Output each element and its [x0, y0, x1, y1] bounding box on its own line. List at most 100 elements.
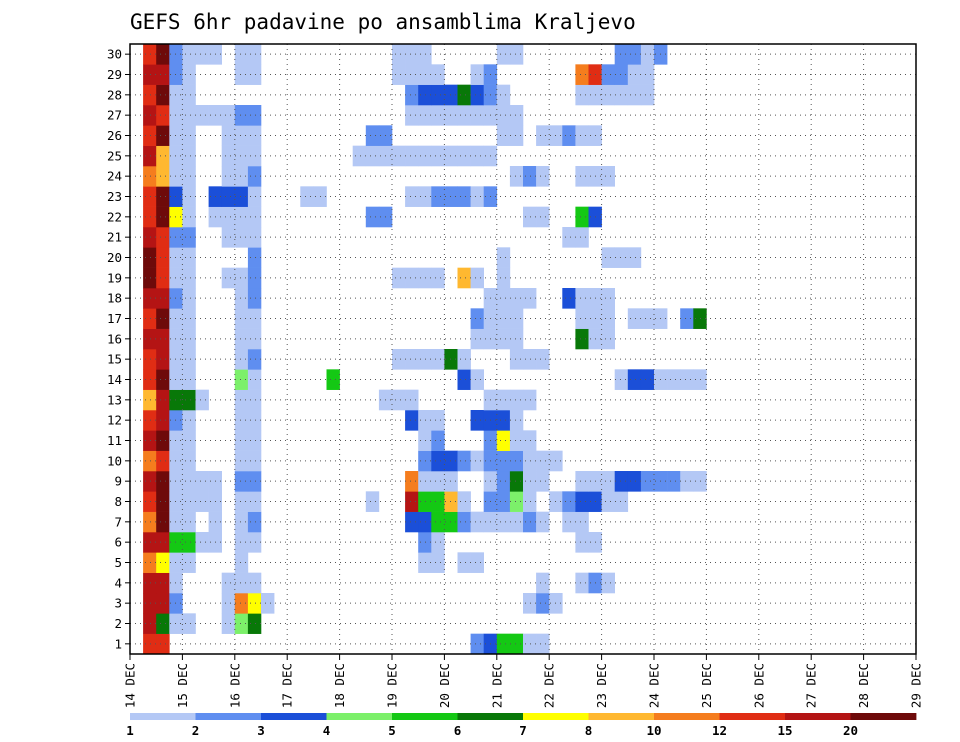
heatmap-cell — [680, 471, 694, 492]
heatmap-cell — [221, 186, 236, 207]
heatmap-cell — [509, 288, 524, 309]
heatmap-cell — [247, 247, 262, 268]
x-tick-label: 14 DEC — [123, 663, 138, 708]
y-tick-label: 15 — [107, 352, 122, 367]
heatmap-cell — [431, 491, 445, 512]
heatmap-cell — [405, 267, 419, 289]
heatmap-cell — [143, 44, 157, 65]
heatmap-cell — [601, 328, 615, 350]
heatmap-cell — [182, 84, 196, 106]
heatmap-cell — [143, 227, 157, 248]
y-tick-label: 6 — [114, 535, 122, 550]
x-tick-label: 17 DEC — [280, 663, 295, 708]
heatmap-cell — [234, 613, 249, 634]
heatmap-cell — [523, 491, 537, 512]
heatmap-cell — [247, 532, 262, 553]
y-tick-label: 28 — [107, 87, 122, 102]
heatmap-cell — [627, 84, 642, 106]
heatmap-cell — [614, 64, 629, 85]
heatmap-cell — [143, 532, 157, 553]
heatmap-cell — [221, 145, 236, 167]
heatmap-cell — [496, 430, 511, 451]
y-tick-label: 18 — [107, 291, 122, 306]
heatmap-cell — [156, 288, 170, 309]
heatmap-cell — [614, 471, 629, 492]
heatmap-cell — [247, 267, 262, 289]
heatmap-cell — [182, 532, 196, 553]
colorbar-swatch — [195, 713, 262, 720]
heatmap-cell — [365, 145, 380, 167]
heatmap-cell — [221, 227, 236, 248]
heatmap-cell — [182, 389, 196, 411]
heatmap-cell — [143, 308, 157, 329]
heatmap-cell — [143, 105, 157, 126]
heatmap-cell — [523, 288, 537, 309]
heatmap-cell — [182, 328, 196, 350]
heatmap-cell — [431, 105, 445, 126]
heatmap-cell — [247, 369, 262, 390]
y-tick-label: 13 — [107, 392, 122, 407]
heatmap-cell — [444, 84, 458, 106]
heatmap-cell — [431, 532, 445, 553]
heatmap-cell — [405, 84, 419, 106]
heatmap-cell — [575, 491, 589, 512]
heatmap-cell — [418, 430, 432, 451]
heatmap-cell — [523, 450, 537, 472]
heatmap-cell — [640, 471, 655, 492]
heatmap-cell — [156, 369, 170, 390]
colorbar-label: 12 — [712, 723, 727, 738]
heatmap-cell — [536, 511, 550, 533]
heatmap-cell — [182, 64, 196, 85]
heatmap-cell — [300, 186, 314, 207]
heatmap-cell — [234, 593, 249, 614]
heatmap-cell — [234, 511, 249, 533]
y-tick-label: 26 — [107, 128, 122, 143]
heatmap-cell — [156, 166, 170, 187]
heatmap-cell — [601, 471, 615, 492]
y-tick-label: 3 — [114, 596, 122, 611]
heatmap-cell — [431, 145, 445, 167]
heatmap-cell — [431, 349, 445, 370]
heatmap-cell — [601, 166, 615, 187]
heatmap-cell — [234, 450, 249, 472]
heatmap-cell — [418, 471, 432, 492]
heatmap-cell — [509, 410, 524, 431]
heatmap-cell — [156, 552, 170, 573]
colorbar-label: 15 — [777, 723, 792, 738]
heatmap-cell — [247, 64, 262, 85]
heatmap-cell — [405, 186, 419, 207]
heatmap-cell — [156, 145, 170, 167]
heatmap-cell — [627, 308, 642, 329]
heatmap-cell — [444, 145, 458, 167]
heatmap-cell — [418, 450, 432, 472]
heatmap-cell — [182, 511, 196, 533]
heatmap-cell — [496, 84, 511, 106]
heatmap-cell — [143, 410, 157, 431]
heatmap-cell — [470, 552, 484, 573]
heatmap-cell — [470, 105, 484, 126]
heatmap-cell — [457, 349, 471, 370]
heatmap-cell — [536, 450, 550, 472]
colorbar-legend: 1 2 3 4 5 6 7 8 10 12 15 20 — [126, 713, 917, 738]
colorbar-swatch — [654, 713, 720, 720]
x-tick-label: 29 DEC — [909, 663, 924, 708]
heatmap-cell — [627, 247, 642, 268]
heatmap-cell — [470, 450, 484, 472]
heatmap-cell — [247, 328, 262, 350]
colorbar-swatch — [588, 713, 655, 720]
heatmap-cell — [247, 430, 262, 451]
y-tick-label: 25 — [107, 148, 122, 163]
heatmap-cell — [562, 511, 576, 533]
heatmap-cell — [405, 44, 419, 65]
heatmap-cell — [536, 471, 550, 492]
heatmap-cell — [195, 389, 209, 411]
heatmap-cell — [234, 471, 249, 492]
colorbar-swatch — [392, 713, 458, 720]
y-tick-label: 24 — [107, 169, 122, 184]
heatmap-cell — [247, 105, 262, 126]
heatmap-cell — [221, 267, 236, 289]
heatmap-cell — [352, 145, 367, 167]
heatmap-cells — [143, 44, 707, 655]
heatmap-cell — [156, 206, 170, 228]
heatmap-cell — [234, 206, 249, 228]
